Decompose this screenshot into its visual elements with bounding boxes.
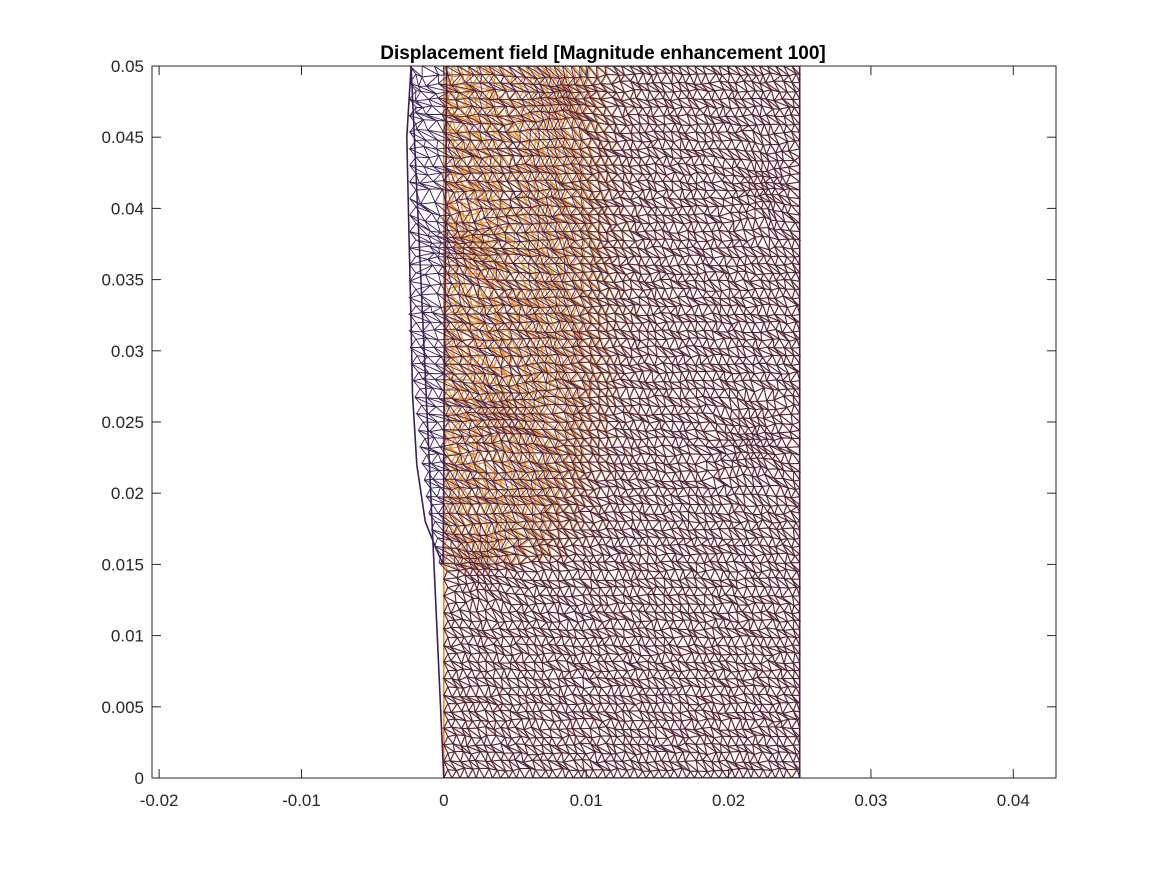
x-tick-label: 0 — [439, 791, 448, 810]
chart-title: Displacement field [Magnitude enhancemen… — [380, 43, 826, 64]
y-tick-label: 0.04 — [111, 199, 144, 218]
y-tick-label: 0.015 — [101, 555, 144, 574]
y-tick-label: 0.02 — [111, 484, 144, 503]
x-tick-label: 0.04 — [997, 791, 1030, 810]
y-tick-label: 0.005 — [101, 698, 144, 717]
x-tick-label: -0.02 — [140, 791, 179, 810]
x-tick-label: 0.01 — [570, 791, 603, 810]
y-tick-label: 0.05 — [111, 57, 144, 76]
y-tick-label: 0.03 — [111, 342, 144, 361]
x-tick-label: 0.03 — [854, 791, 887, 810]
y-tick-label: 0.035 — [101, 271, 144, 290]
y-tick-label: 0.01 — [111, 627, 144, 646]
y-tick-label: 0.045 — [101, 128, 144, 147]
x-tick-label: 0.02 — [712, 791, 745, 810]
y-tick-label: 0 — [135, 769, 144, 788]
x-tick-label: -0.01 — [282, 791, 321, 810]
y-tick-label: 0.025 — [101, 413, 144, 432]
